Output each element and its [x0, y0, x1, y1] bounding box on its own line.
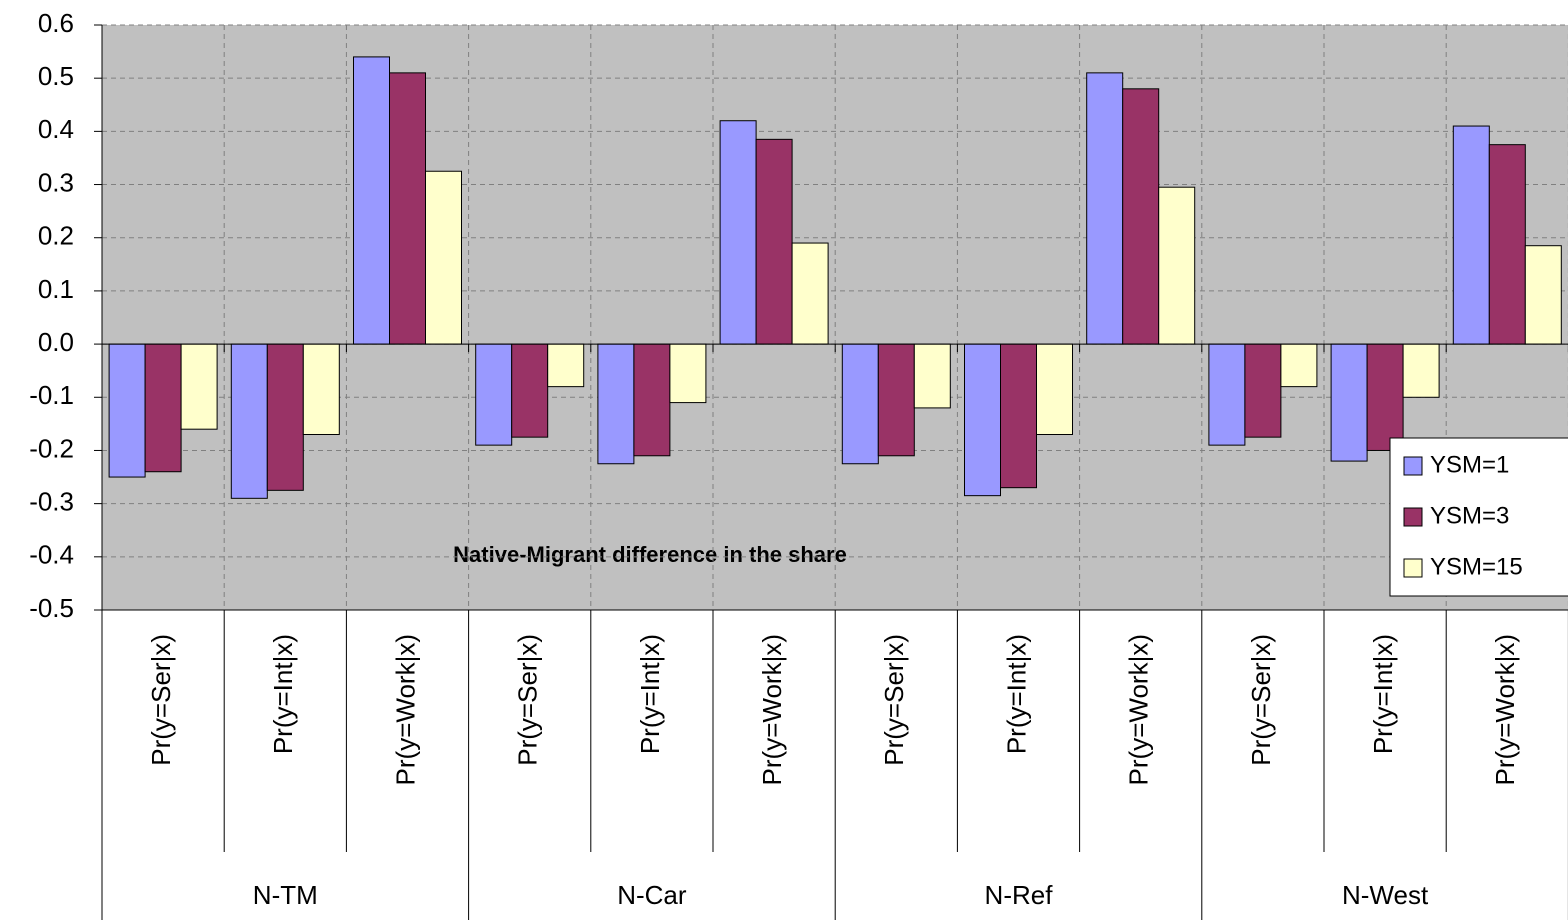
- bar: [425, 170, 462, 345]
- bar: [669, 343, 707, 404]
- y-tick-label: 0.6: [38, 8, 74, 38]
- bar: [1086, 72, 1124, 345]
- x-tick-label: Pr(y=Ser|x): [513, 634, 543, 766]
- bar: [1036, 343, 1073, 435]
- bar: [1524, 245, 1562, 345]
- bar: [1488, 144, 1526, 345]
- bar: [1402, 343, 1440, 398]
- bar: [964, 343, 1001, 497]
- y-tick-label: 0.2: [38, 221, 74, 251]
- y-tick-label: -0.1: [29, 380, 74, 410]
- bar: [547, 343, 585, 388]
- bar: [1244, 343, 1282, 438]
- legend-swatch: [1403, 456, 1423, 476]
- x-tick-label: Pr(y=Int|x): [1368, 634, 1398, 754]
- group-label: N-West: [1342, 880, 1429, 910]
- bar: [841, 343, 879, 465]
- bar: [353, 56, 390, 345]
- group-label: N-Car: [617, 880, 687, 910]
- x-tick-label: Pr(y=Ser|x): [879, 634, 909, 766]
- bar: [1208, 343, 1246, 446]
- x-tick-label: Pr(y=Work|x): [757, 634, 787, 785]
- bar: [230, 343, 268, 499]
- bar: [755, 138, 793, 345]
- group-label: N-TM: [253, 880, 318, 910]
- bar: [1280, 343, 1318, 388]
- bar: [266, 343, 304, 491]
- y-tick-label: 0.5: [38, 61, 74, 91]
- legend-swatch: [1403, 558, 1423, 578]
- x-tick-label: Pr(y=Ser|x): [146, 634, 176, 766]
- bar: [302, 343, 340, 435]
- x-tick-label: Pr(y=Work|x): [1490, 634, 1520, 785]
- x-tick-label: Pr(y=Work|x): [390, 634, 420, 785]
- y-tick-label: -0.4: [29, 540, 74, 570]
- bar: [1366, 343, 1404, 451]
- legend-swatch: [1403, 507, 1423, 527]
- bar: [877, 343, 915, 457]
- legend-label: YSM=3: [1430, 502, 1509, 529]
- y-tick-label: 0.0: [38, 327, 74, 357]
- x-tick-label: Pr(y=Int|x): [268, 634, 298, 754]
- x-tick-label: Pr(y=Work|x): [1124, 634, 1154, 785]
- y-tick-label: 0.4: [38, 114, 74, 144]
- bar: [719, 120, 757, 345]
- legend-label: YSM=15: [1430, 553, 1523, 580]
- bar: [511, 343, 549, 438]
- group-label: N-Ref: [985, 880, 1054, 910]
- y-tick-label: 0.3: [38, 167, 74, 197]
- y-tick-label: 0.1: [38, 274, 74, 304]
- x-tick-label: Pr(y=Ser|x): [1246, 634, 1276, 766]
- bar: [180, 343, 218, 430]
- bar: [1330, 343, 1368, 462]
- y-tick-label: -0.5: [29, 593, 74, 623]
- bar: [791, 242, 829, 345]
- bar: [1000, 343, 1037, 489]
- annotation: Native-Migrant difference in the share: [453, 542, 847, 567]
- y-tick-label: -0.2: [29, 433, 74, 463]
- bar: [389, 72, 426, 345]
- bar: [597, 343, 635, 465]
- legend-label: YSM=1: [1430, 451, 1509, 478]
- x-tick-label: Pr(y=Int|x): [1001, 634, 1031, 754]
- bar: [633, 343, 671, 457]
- bar: [144, 343, 182, 473]
- bar: [1452, 125, 1490, 345]
- bar: [1122, 88, 1160, 345]
- bar: [1158, 186, 1196, 345]
- y-tick-label: -0.3: [29, 487, 74, 517]
- bar: [475, 343, 513, 446]
- bar: [913, 343, 951, 409]
- x-tick-label: Pr(y=Int|x): [635, 634, 665, 754]
- bar: [108, 343, 146, 478]
